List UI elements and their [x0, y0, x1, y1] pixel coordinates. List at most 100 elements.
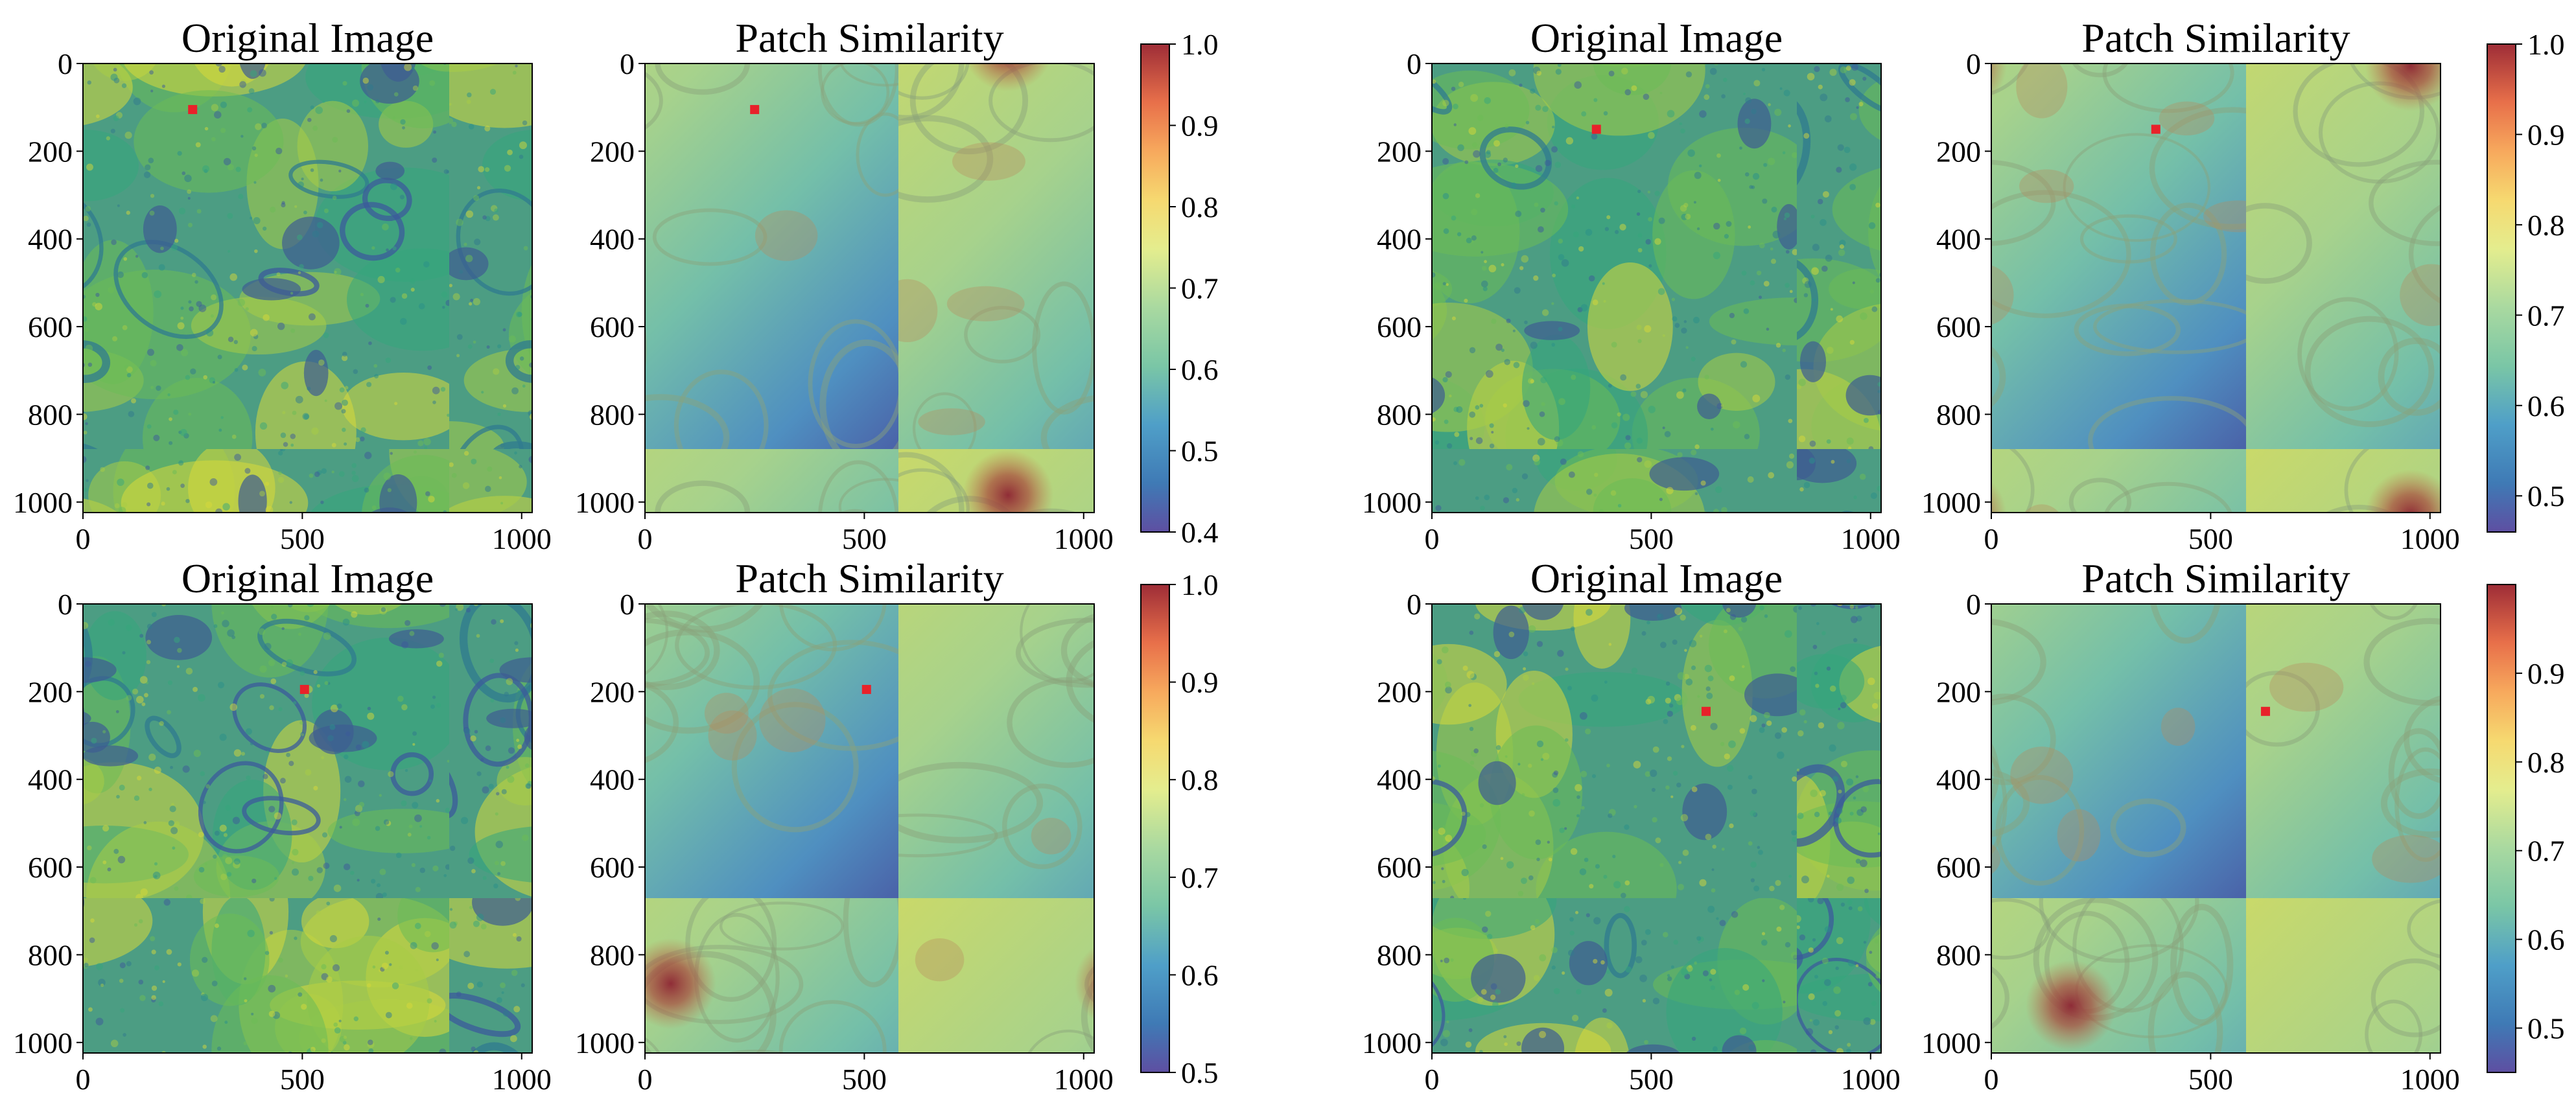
- y-tick-label: 600: [590, 851, 635, 884]
- x-tick-label: 500: [280, 1063, 325, 1096]
- y-tick-label: 800: [1936, 398, 1981, 431]
- y-tick-label: 600: [28, 310, 73, 343]
- axes-frame: [82, 603, 533, 1054]
- panel-title: Patch Similarity: [2081, 15, 2350, 61]
- y-tick-label: 600: [1936, 310, 1981, 343]
- y-tick-label: 600: [1936, 851, 1981, 884]
- y-tick-label: 200: [1936, 675, 1981, 708]
- original-image: [83, 604, 532, 1053]
- y-tick-label: 0: [620, 588, 635, 621]
- x-tick-label: 0: [76, 522, 91, 555]
- similarity-map: [1991, 64, 2441, 513]
- colorbar-tick-label: 0.7: [2527, 299, 2565, 332]
- x-tick-label: 1000: [1054, 1063, 1114, 1096]
- x-tick-label: 500: [842, 1063, 887, 1096]
- colorbar-tick-label: 0.6: [1181, 353, 1219, 386]
- colorbar-tick-label: 0.7: [1181, 861, 1219, 894]
- y-tick-label: 1000: [1362, 1026, 1422, 1059]
- panel-title: Patch Similarity: [735, 555, 1003, 601]
- y-tick-label: 400: [1936, 223, 1981, 256]
- y-tick-label: 200: [28, 135, 73, 168]
- x-tick-label: 500: [280, 522, 325, 555]
- x-tick-label: 0: [1425, 522, 1440, 555]
- y-tick-label: 1000: [1921, 486, 1981, 519]
- similarity-map: [1991, 604, 2441, 1053]
- y-tick-label: 600: [1377, 851, 1422, 884]
- colorbar-tick-label: 0.5: [2527, 480, 2565, 513]
- axes-frame: [644, 603, 1095, 1054]
- y-tick-label: 600: [28, 851, 73, 884]
- panel-title: Patch Similarity: [2081, 555, 2350, 601]
- query-point-marker: [188, 105, 198, 115]
- y-tick-label: 800: [28, 398, 73, 431]
- colorbar-tick-label: 0.5: [1181, 435, 1219, 468]
- y-tick-label: 1000: [1362, 486, 1422, 519]
- y-tick-label: 400: [590, 223, 635, 256]
- y-tick-label: 0: [58, 47, 73, 80]
- x-tick-label: 0: [1425, 1063, 1440, 1096]
- colorbar-tick-label: 0.7: [1181, 272, 1219, 305]
- y-tick-label: 400: [590, 763, 635, 796]
- colorbar-tick-label: 1.0: [1181, 568, 1219, 601]
- x-tick-label: 1000: [1054, 522, 1114, 555]
- y-tick-label: 0: [1407, 588, 1422, 621]
- similarity-map: [645, 604, 1094, 1053]
- y-tick-label: 800: [1377, 938, 1422, 971]
- x-tick-label: 500: [2188, 522, 2233, 555]
- x-tick-label: 500: [2188, 1063, 2233, 1096]
- query-point-marker: [299, 684, 309, 694]
- query-point-marker: [861, 684, 871, 694]
- colorbar: [2487, 584, 2516, 1073]
- original-image: [83, 64, 532, 513]
- colorbar-tick-label: 0.9: [1181, 110, 1219, 143]
- colorbar-tick-label: 0.5: [2527, 1012, 2565, 1045]
- original-image: [1432, 604, 1881, 1053]
- x-tick-label: 1000: [1841, 522, 1901, 555]
- y-tick-label: 0: [1966, 588, 1981, 621]
- colorbar-tick-label: 0.9: [2527, 657, 2565, 690]
- y-tick-label: 200: [1377, 135, 1422, 168]
- colorbar: [2487, 43, 2516, 533]
- colorbar-tick-label: 0.8: [2527, 209, 2565, 242]
- x-tick-label: 500: [842, 522, 887, 555]
- colorbar-tick-label: 0.6: [2527, 923, 2565, 956]
- query-point-marker: [2260, 706, 2270, 716]
- y-tick-label: 1000: [575, 1026, 635, 1059]
- y-tick-label: 0: [58, 588, 73, 621]
- x-tick-label: 0: [638, 1063, 653, 1096]
- y-tick-label: 1000: [13, 486, 73, 519]
- y-tick-label: 200: [1377, 675, 1422, 708]
- y-tick-label: 200: [28, 675, 73, 708]
- x-tick-label: 500: [1629, 1063, 1674, 1096]
- colorbar-tick-label: 0.8: [1181, 763, 1219, 796]
- y-tick-label: 800: [1936, 938, 1981, 971]
- colorbar-tick-label: 0.6: [2527, 389, 2565, 422]
- query-point-marker: [2151, 124, 2160, 134]
- panel-title: Original Image: [181, 555, 434, 601]
- panel-title: Original Image: [1530, 555, 1783, 601]
- colorbar-tick-label: 1.0: [1181, 28, 1219, 61]
- x-tick-label: 0: [76, 1063, 91, 1096]
- y-tick-label: 800: [590, 398, 635, 431]
- x-tick-label: 0: [638, 522, 653, 555]
- x-tick-label: 1000: [1841, 1063, 1901, 1096]
- axes-frame: [1991, 63, 2441, 513]
- x-tick-label: 0: [1984, 522, 1999, 555]
- y-tick-label: 200: [590, 135, 635, 168]
- colorbar-tick-label: 0.4: [1181, 516, 1219, 549]
- query-point-marker: [750, 105, 760, 115]
- y-tick-label: 1000: [1921, 1026, 1981, 1059]
- y-tick-label: 400: [1936, 763, 1981, 796]
- panel-title: Patch Similarity: [735, 15, 1003, 61]
- query-point-marker: [1701, 706, 1711, 716]
- axes-frame: [1431, 63, 1882, 513]
- y-tick-label: 0: [1966, 47, 1981, 80]
- original-image: [1432, 64, 1881, 513]
- colorbar-tick-label: 0.8: [1181, 191, 1219, 224]
- query-point-marker: [1591, 124, 1601, 134]
